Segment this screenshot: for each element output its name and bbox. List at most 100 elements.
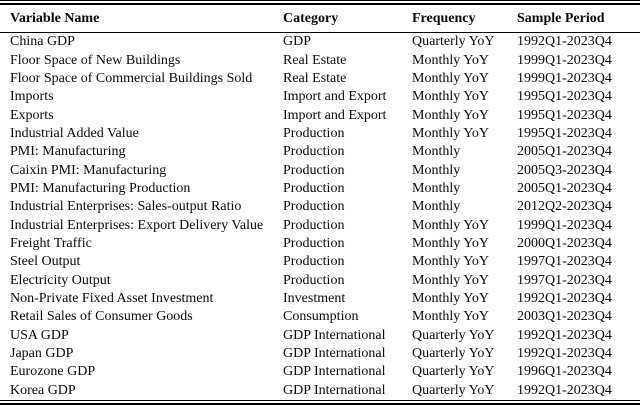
table-top-rule-outer (0, 0, 640, 1)
cell-category: Investment (283, 290, 346, 306)
col-header-sample-period: Sample Period (517, 5, 640, 33)
table-row: Retail Sales of Consumer Goods Consumptio… (0, 308, 640, 326)
col-header-variable-name: Variable Name (0, 5, 283, 33)
cell-sample-period: 1992Q1-2023Q4 (517, 34, 612, 50)
col-header-frequency: Frequency (412, 5, 517, 33)
table-row: Korea GDP GDP International Quarterly YoY 1… (0, 382, 640, 400)
cell-variable-name: Steel Output (10, 254, 81, 270)
cell-frequency: Monthly (412, 162, 461, 178)
cell-sample-period: 2005Q3-2023Q4 (517, 162, 612, 178)
cell-variable-name: Industrial Enterprises: Export Delivery … (10, 217, 264, 233)
cell-variable-name: Eurozone GDP (10, 364, 96, 380)
cell-frequency: Monthly YoY (412, 272, 490, 288)
cell-frequency: Monthly YoY (412, 254, 490, 270)
table-row: PMI: Manufacturing Production Production M… (0, 180, 640, 198)
cell-sample-period: 2012Q2-2023Q4 (517, 199, 612, 215)
cell-sample-period: 1992Q1-2023Q4 (517, 290, 612, 306)
cell-category: Consumption (283, 309, 359, 325)
table-bottom-rule-inner (0, 399, 640, 401)
cell-sample-period: 1995Q1-2023Q4 (517, 125, 612, 141)
cell-frequency: Monthly (412, 199, 461, 215)
cell-variable-name: Electricity Output (10, 272, 111, 288)
cell-frequency: Quarterly YoY (412, 364, 495, 380)
cell-sample-period: 1992Q1-2023Q4 (517, 382, 612, 398)
cell-sample-period: 1999Q1-2023Q4 (517, 217, 612, 233)
cell-category: Import and Export (283, 107, 387, 123)
table-row: China GDP GDP Quarterly YoY 1992Q1-2023Q4 (0, 33, 640, 52)
table-body: China GDP GDP Quarterly YoY 1992Q1-2023Q4 Fl… (0, 33, 640, 400)
table-row: Floor Space of Commercial Buildings Sold… (0, 70, 640, 88)
table-top-rule-gap (0, 1, 640, 3)
table-row: Non-Private Fixed Asset Investment Invest… (0, 290, 640, 308)
cell-category: Production (283, 162, 345, 178)
cell-category: Production (283, 180, 345, 196)
cell-variable-name: Industrial Enterprises: Sales-output Rat… (10, 199, 242, 215)
cell-variable-name: Exports (10, 107, 54, 123)
cell-variable-name: Freight Traffic (10, 235, 92, 251)
table-row: Steel Output Production Monthly YoY 1997Q1-… (0, 253, 640, 271)
header-row: Variable Name Category Frequency Sample … (0, 5, 640, 33)
col-header-category: Category (283, 5, 412, 33)
cell-category: Import and Export (283, 89, 387, 105)
table-row: Caixin PMI: Manufacturing Production Month… (0, 161, 640, 179)
table-row: Freight Traffic Production Monthly YoY 2000… (0, 235, 640, 253)
cell-category: Production (283, 144, 345, 160)
cell-frequency: Monthly YoY (412, 125, 490, 141)
cell-variable-name: Floor Space of Commercial Buildings Sold (10, 70, 253, 86)
cell-category: Production (283, 199, 345, 215)
cell-category: Production (283, 125, 345, 141)
table-row: Floor Space of New Buildings Real Estate M… (0, 51, 640, 69)
variables-table: Variable Name Category Frequency Sample … (0, 5, 640, 400)
cell-frequency: Quarterly YoY (412, 346, 495, 362)
cell-sample-period: 1996Q1-2023Q4 (517, 364, 612, 380)
cell-sample-period: 1995Q1-2023Q4 (517, 107, 612, 123)
table-row: Exports Import and Export Monthly YoY 1995Q… (0, 106, 640, 124)
cell-category: GDP International (283, 346, 386, 362)
table-row: Electricity Output Production Monthly YoY 1… (0, 271, 640, 289)
cell-variable-name: Non-Private Fixed Asset Investment (10, 290, 214, 306)
table-top-rule-inner (0, 3, 640, 5)
cell-variable-name: PMI: Manufacturing (10, 144, 126, 160)
table-row: Eurozone GDP GDP International Quarterly Y… (0, 363, 640, 381)
cell-frequency: Quarterly YoY (412, 34, 495, 50)
cell-frequency: Monthly (412, 144, 461, 160)
cell-variable-name: China GDP (10, 34, 75, 50)
cell-frequency: Monthly (412, 180, 461, 196)
cell-variable-name: PMI: Manufacturing Production (10, 180, 191, 196)
cell-category: Production (283, 235, 345, 251)
cell-sample-period: 1999Q1-2023Q4 (517, 70, 612, 86)
table-row: Japan GDP GDP International Quarterly YoY 1… (0, 345, 640, 363)
cell-category: Production (283, 272, 345, 288)
cell-frequency: Monthly YoY (412, 52, 490, 68)
cell-variable-name: Retail Sales of Consumer Goods (10, 309, 193, 325)
cell-variable-name: Korea GDP (10, 382, 76, 398)
cell-sample-period: 2005Q1-2023Q4 (517, 144, 612, 160)
cell-category: GDP International (283, 327, 386, 343)
cell-sample-period: 1997Q1-2023Q4 (517, 272, 612, 288)
cell-frequency: Monthly YoY (412, 217, 490, 233)
table-bottom-rule-gap (0, 400, 640, 403)
cell-frequency: Monthly YoY (412, 89, 490, 105)
table-row: PMI: Manufacturing Production Monthly 2005Q… (0, 143, 640, 161)
cell-sample-period: 2003Q1-2023Q4 (517, 309, 612, 325)
cell-frequency: Monthly YoY (412, 70, 490, 86)
cell-category: Production (283, 217, 345, 233)
cell-category: GDP International (283, 382, 386, 398)
table-row: Industrial Added Value Production Monthly … (0, 125, 640, 143)
cell-variable-name: Imports (10, 89, 54, 105)
cell-sample-period: 1992Q1-2023Q4 (517, 346, 612, 362)
table-row: USA GDP GDP International Quarterly YoY 199… (0, 327, 640, 345)
table-bottom-rule-outer (0, 402, 640, 405)
cell-variable-name: Japan GDP (10, 346, 74, 362)
cell-variable-name: Caixin PMI: Manufacturing (10, 162, 167, 178)
cell-sample-period: 2000Q1-2023Q4 (517, 235, 612, 251)
cell-variable-name: Floor Space of New Buildings (10, 52, 181, 68)
cell-frequency: Monthly YoY (412, 235, 490, 251)
table-row: Industrial Enterprises: Export Delivery … (0, 216, 640, 234)
cell-variable-name: Industrial Added Value (10, 125, 139, 141)
table-row: Industrial Enterprises: Sales-output Rat… (0, 198, 640, 216)
cell-sample-period: 1992Q1-2023Q4 (517, 327, 612, 343)
cell-category: GDP (283, 34, 312, 50)
table-row: Imports Import and Export Monthly YoY 1995Q… (0, 88, 640, 106)
